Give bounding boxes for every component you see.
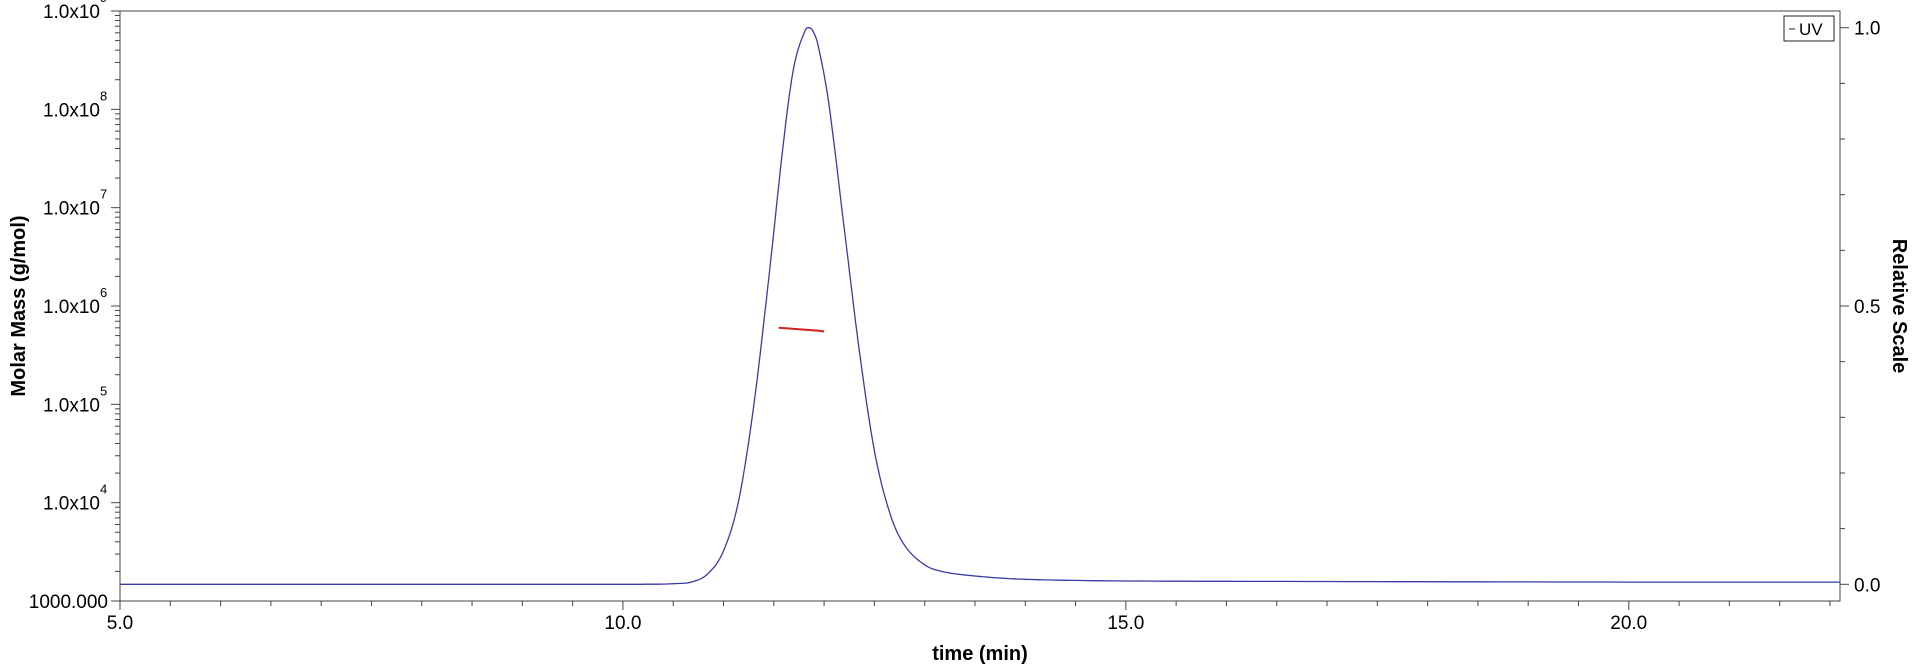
y-left-tick-labels: 1000.0001.0x1041.0x1051.0x1061.0x1071.0x… — [29, 0, 108, 613]
y-right-tick-label: 0.5 — [1854, 297, 1880, 318]
x-axis-title: time (min) — [932, 643, 1028, 665]
y-left-tick-label: 1.0x10 — [43, 395, 100, 416]
legend: UV — [1783, 15, 1835, 42]
y-right-tick-label: 1.0 — [1854, 19, 1880, 40]
series-layer — [120, 27, 1840, 585]
plot-area-frame — [119, 10, 1841, 602]
molar-mass-trace-line — [778, 326, 825, 333]
x-tick-label: 5.0 — [107, 613, 133, 634]
y-right-tick-label: 0.0 — [1854, 575, 1880, 596]
x-tick-label: 10.0 — [604, 613, 641, 634]
y-left-tick-label: 1.0x10 — [43, 494, 100, 515]
y-left-tick-label: 1.0x10 — [43, 100, 100, 121]
y-left-tick-exponent: 7 — [100, 187, 107, 202]
y-right-axis-title: Relative Scale — [1888, 239, 1910, 374]
y-left-tick-exponent: 8 — [100, 88, 107, 103]
y-left-tick-label: 1.0x10 — [43, 199, 100, 220]
x-tick-labels: 5.0 10.0 15.0 20.0 — [107, 613, 1647, 634]
x-tick-label: 20.0 — [1610, 613, 1647, 634]
y-left-tick-label: 1.0x10 — [43, 2, 100, 23]
uv-trace-line — [120, 27, 1840, 585]
y-left-axis-title: Molar Mass (g/mol) — [8, 215, 30, 396]
y-left-tick-exponent: 4 — [100, 482, 107, 497]
y-left-tick-exponent: 9 — [100, 0, 107, 5]
y-left-tick-label: 1.0x10 — [43, 297, 100, 318]
axis-ticks — [111, 10, 1849, 610]
y-left-tick-exponent: 5 — [100, 383, 107, 398]
legend-uv-label: UV — [1799, 20, 1823, 39]
y-left-tick-exponent: 6 — [100, 285, 107, 300]
x-tick-label: 15.0 — [1107, 613, 1144, 634]
y-right-tick-labels: 0.0 0.5 1.0 — [1854, 19, 1880, 597]
y-left-tick-label: 1000.000 — [29, 592, 108, 613]
